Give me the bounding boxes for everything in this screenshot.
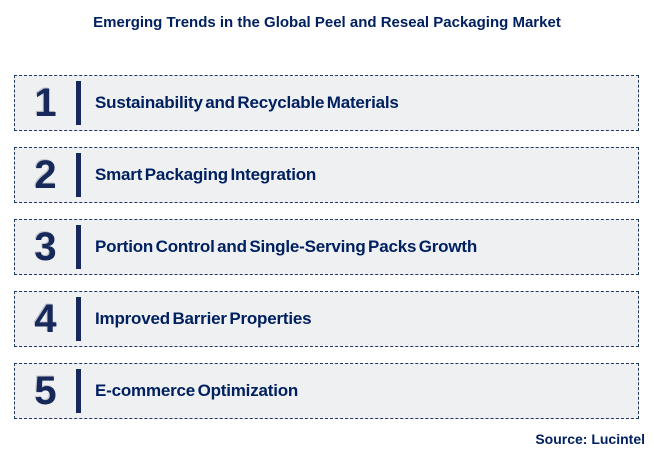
trend-row-3: 3 Portion Control and Single-Serving Pac…	[14, 219, 639, 275]
trend-number: 5	[34, 369, 57, 413]
trend-label: Portion Control and Single-Serving Packs…	[95, 237, 478, 256]
trend-number: 4	[34, 297, 57, 341]
accent-bar	[76, 225, 81, 269]
accent-bar	[76, 297, 81, 341]
accent-bar	[76, 369, 81, 413]
trend-row-1: 1 Sustainability and Recyclable Material…	[14, 75, 639, 131]
source-attribution: Source: Lucintel	[535, 431, 645, 447]
accent-bar	[76, 81, 81, 125]
trend-row-4: 4 Improved Barrier Properties	[14, 291, 639, 347]
accent-bar	[76, 153, 81, 197]
trend-row-2: 2 Smart Packaging Integration	[14, 147, 639, 203]
trend-number: 3	[34, 225, 57, 269]
trend-list: 1 Sustainability and Recyclable Material…	[14, 75, 639, 435]
trend-label: Smart Packaging Integration	[95, 165, 317, 184]
trend-label: E-commerce Optimization	[95, 381, 299, 400]
trend-number: 1	[34, 81, 57, 125]
page-title: Emerging Trends in the Global Peel and R…	[93, 14, 561, 31]
trend-number: 2	[34, 153, 57, 197]
trend-label: Improved Barrier Properties	[95, 309, 312, 328]
trend-row-5: 5 E-commerce Optimization	[14, 363, 639, 419]
trend-label: Sustainability and Recyclable Materials	[95, 93, 399, 112]
